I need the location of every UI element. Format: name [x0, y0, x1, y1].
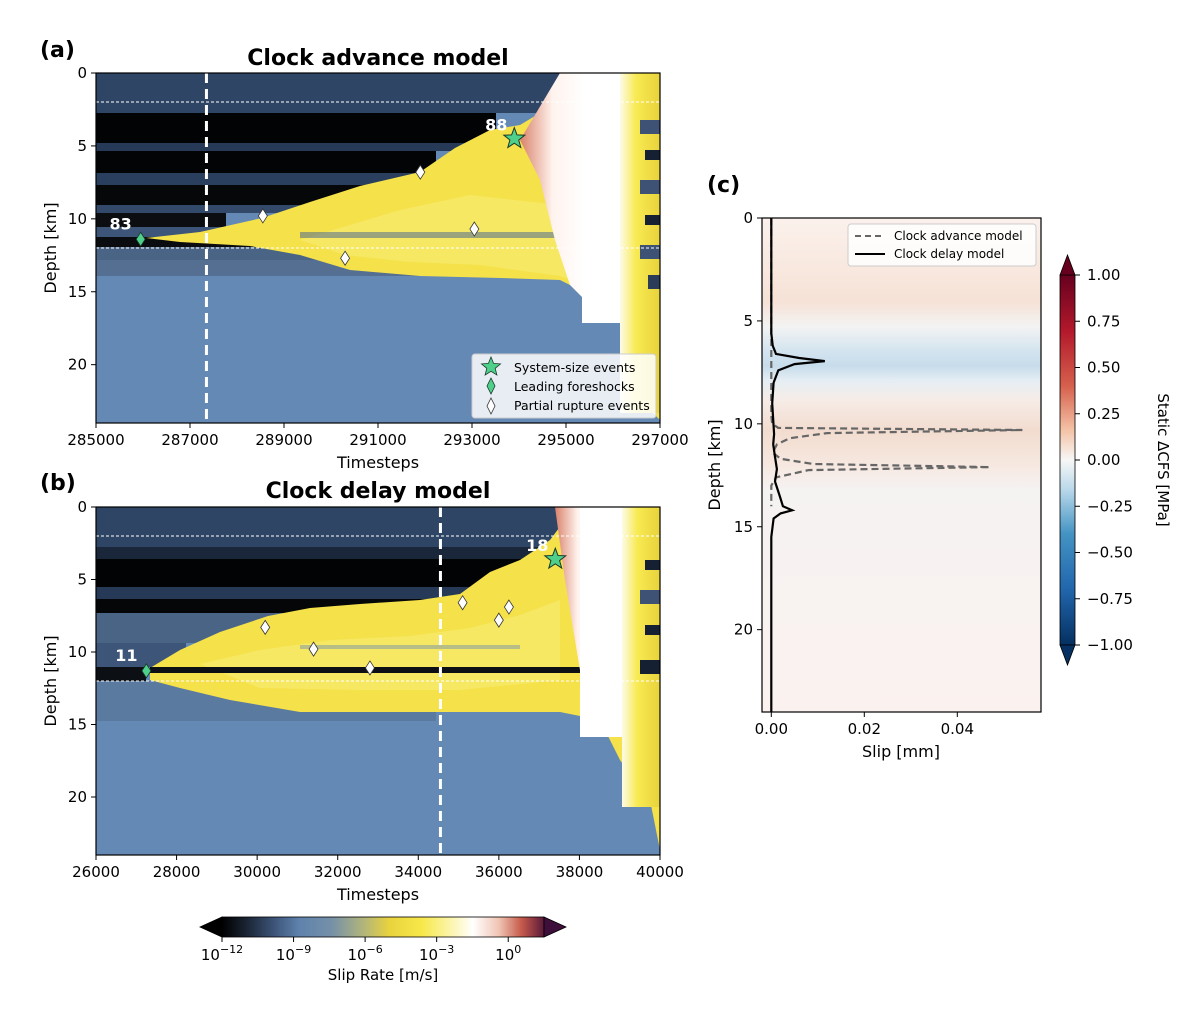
legend-partial-diamond-icon [486, 397, 496, 415]
panel-b-label: (b) [40, 471, 76, 496]
legend-entry-foreshocks: Leading foreshocks [514, 379, 635, 394]
slip-rate-tick-label: 10−12 [201, 943, 243, 964]
partial-rupture-marker [364, 660, 375, 676]
x-tick-label: 291000 [349, 431, 406, 449]
y-tick-label: 10 [68, 643, 87, 661]
x-tick-label: 285000 [67, 431, 124, 449]
x-tick-label: 32000 [314, 863, 362, 881]
partial-rupture-marker [469, 221, 480, 237]
panel-c-background [762, 218, 1041, 712]
cfs-tick-label: −0.25 [1087, 497, 1133, 515]
partial-rupture-marker [260, 619, 271, 636]
leading-foreshock-marker [141, 663, 152, 679]
panel-c-xlabel: Slip [mm] [862, 742, 940, 761]
panel-b-xlabel: Timesteps [336, 885, 419, 904]
x-tick-label: 287000 [161, 431, 218, 449]
panel-c-legend: Clock advance model Clock delay model [847, 223, 1037, 267]
x-tick-label: 30000 [233, 863, 281, 881]
cfs-tick-label: −0.50 [1087, 544, 1133, 562]
x-tick-label: 0.04 [941, 720, 974, 738]
partial-rupture-marker [415, 164, 426, 180]
y-tick-label: 15 [734, 518, 753, 536]
cfs-tick-label: −1.00 [1087, 636, 1133, 654]
x-tick-label: 0.02 [848, 720, 881, 738]
system-size-event-star [543, 546, 568, 570]
y-tick-label: 20 [68, 788, 87, 806]
y-tick-label: 0 [77, 64, 87, 82]
system-size-event-star [502, 126, 527, 149]
y-tick-label: 5 [743, 312, 753, 330]
legend-foreshock-diamond-icon [486, 377, 496, 395]
x-tick-label: 26000 [72, 863, 120, 881]
cfs-colorbar: 1.00 0.75 0.50 0.25 0.00 −0.25 −0.50 −0.75 −1.00… [1059, 253, 1172, 667]
panel-a-xlabel: Timesteps [336, 453, 419, 472]
x-tick-label: 28000 [153, 863, 201, 881]
y-tick-label: 5 [77, 571, 87, 589]
slip-rate-colorbar: 10−12 10−9 10−6 10−3 100 Slip Rate [m/s] [199, 916, 567, 984]
partial-rupture-marker [493, 612, 504, 628]
leading-foreshock-marker [135, 231, 146, 247]
legend-entry-clock-delay: Clock delay model [894, 247, 1004, 261]
legend-entry-system-size: System-size events [514, 360, 635, 375]
x-tick-label: 36000 [475, 863, 523, 881]
legend-system-size-star-icon [480, 355, 502, 376]
partial-rupture-marker [340, 250, 351, 266]
panel-a-title: Clock advance model [247, 46, 508, 71]
y-tick-label: 10 [734, 415, 753, 433]
slip-rate-colorbar-label: Slip Rate [m/s] [328, 966, 439, 984]
legend-entry-partial: Partial rupture events [514, 398, 650, 413]
legend-entry-clock-advance: Clock advance model [894, 229, 1023, 243]
event-number-label: 11 [115, 646, 137, 665]
cfs-colorbar-label: Static ΔCFS [MPa] [1154, 393, 1172, 526]
event-number-label: 83 [110, 214, 132, 233]
cfs-tick-label: 0.00 [1087, 451, 1120, 469]
partial-rupture-marker [457, 594, 468, 611]
panel-a-heatmap [96, 73, 660, 423]
slip-rate-tick-label: 100 [495, 943, 521, 964]
panel-b-frame [95, 506, 661, 856]
partial-rupture-marker [503, 599, 514, 615]
y-tick-label: 15 [68, 283, 87, 301]
panel-a-legend: System-size events Leading foreshocks Pa… [471, 353, 657, 419]
y-tick-label: 20 [734, 621, 753, 639]
x-tick-label: 40000 [636, 863, 684, 881]
cfs-tick-label: −0.75 [1087, 590, 1133, 608]
event-number-label: 18 [526, 536, 548, 555]
panel-c-ylabel: Depth [km] [705, 419, 724, 510]
partial-rupture-marker [257, 208, 268, 224]
x-tick-label: 295000 [537, 431, 594, 449]
event-number-label: 88 [485, 116, 507, 135]
x-tick-label: 293000 [443, 431, 500, 449]
x-tick-label: 0.00 [755, 720, 788, 738]
slip-rate-tick-label: 10−6 [347, 943, 382, 964]
cfs-tick-label: 0.50 [1087, 359, 1120, 377]
y-tick-label: 15 [68, 716, 87, 734]
x-tick-label: 289000 [255, 431, 312, 449]
slip-rate-tick-label: 10−3 [419, 943, 454, 964]
panel-c-label: (c) [707, 173, 740, 198]
panel-a-ylabel: Depth [km] [41, 202, 60, 293]
panel-b-title: Clock delay model [266, 479, 491, 504]
panel-c-frame [761, 217, 1042, 713]
y-tick-label: 0 [743, 209, 753, 227]
y-tick-label: 0 [77, 498, 87, 516]
x-tick-label: 38000 [556, 863, 604, 881]
slip-rate-tick-label: 10−9 [276, 943, 311, 964]
cfs-tick-label: 0.75 [1087, 312, 1120, 330]
y-tick-label: 10 [68, 210, 87, 228]
cfs-tick-label: 0.25 [1087, 405, 1120, 423]
x-tick-label: 34000 [394, 863, 442, 881]
cfs-tick-label: 1.00 [1087, 266, 1120, 284]
partial-rupture-marker [308, 641, 319, 657]
panel-a-label: (a) [40, 38, 75, 63]
clock-delay-slip-line [770, 218, 825, 712]
y-tick-label: 20 [68, 356, 87, 374]
x-tick-label: 297000 [631, 431, 688, 449]
panel-b-ylabel: Depth [km] [41, 635, 60, 726]
y-tick-label: 5 [77, 137, 87, 155]
